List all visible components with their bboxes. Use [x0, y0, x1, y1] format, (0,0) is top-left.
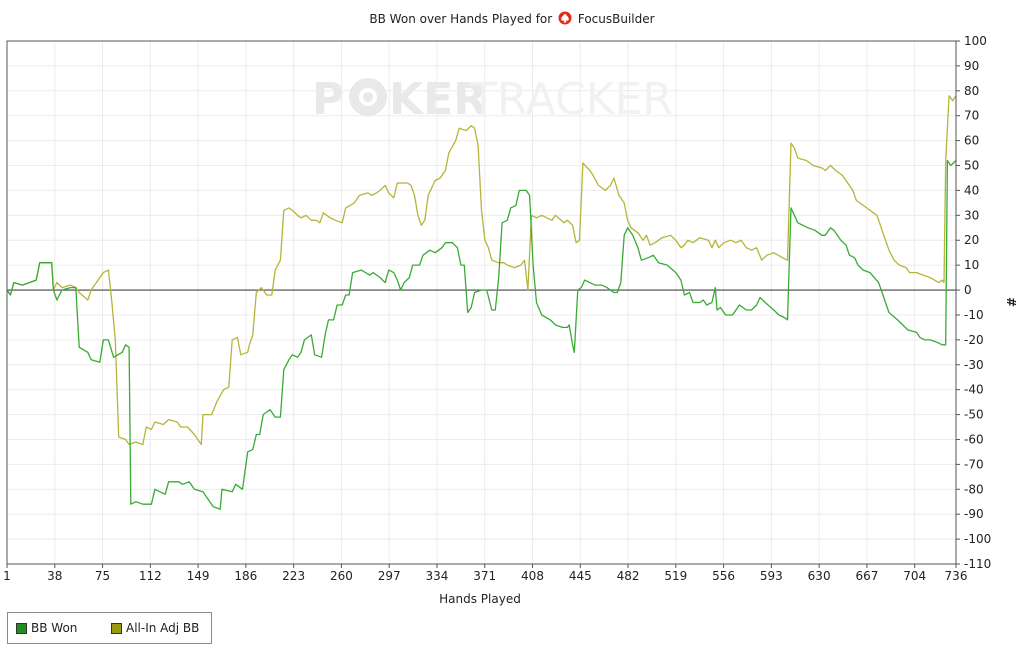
- x-tick-label: 297: [378, 569, 401, 583]
- x-tick-label: 704: [903, 569, 926, 583]
- watermark-p: P: [312, 74, 344, 125]
- legend-swatch-all-in-adj-bb: [111, 622, 122, 634]
- watermark-tracker: TRACKER: [469, 74, 673, 125]
- legend-label-bb-won: BB Won: [31, 621, 78, 635]
- y-tick-label: 60: [964, 134, 979, 148]
- series-lines: [6, 95, 957, 510]
- series-line-all-in-adj-bb: [6, 95, 957, 446]
- y-tick-label: 70: [964, 109, 979, 123]
- y-tick-label: 80: [964, 84, 979, 98]
- series-line-bb-won: [6, 159, 957, 510]
- x-tick-label: 667: [855, 569, 878, 583]
- y-tick-label: -40: [964, 383, 984, 397]
- y-tick-label: 40: [964, 183, 979, 197]
- y-tick-label: -30: [964, 358, 984, 372]
- x-tick-label: 223: [282, 569, 305, 583]
- x-tick-label: 736: [945, 569, 968, 583]
- y-tick-label: 100: [964, 34, 987, 48]
- x-tick-label: 519: [664, 569, 687, 583]
- x-tick-label: 149: [187, 569, 210, 583]
- x-tick-label: 408: [521, 569, 544, 583]
- x-tick-label: 260: [330, 569, 353, 583]
- legend-item-all-in-adj-bb[interactable]: All-In Adj BB: [111, 621, 199, 635]
- axes: 1009080706050403020100-10-20-30-40-50-60…: [3, 34, 991, 583]
- player-name: FocusBuilder: [577, 12, 655, 26]
- legend: BB Won All-In Adj BB: [7, 612, 212, 644]
- x-tick-label: 556: [712, 569, 735, 583]
- x-tick-label: 38: [47, 569, 62, 583]
- y-tick-label: 50: [964, 159, 979, 173]
- legend-swatch-bb-won: [16, 622, 27, 634]
- x-tick-label: 593: [760, 569, 783, 583]
- x-tick-label: 334: [426, 569, 449, 583]
- pokerstars-spade-icon: [558, 11, 572, 29]
- y-tick-label: -100: [964, 532, 991, 546]
- x-tick-label: 630: [808, 569, 831, 583]
- pokertracker-watermark: P KER TRACKER: [312, 74, 673, 125]
- y-tick-label: -60: [964, 432, 984, 446]
- y-tick-label: 20: [964, 233, 979, 247]
- y-tick-label: -50: [964, 408, 984, 422]
- x-tick-label: 112: [139, 569, 162, 583]
- x-tick-label: 482: [617, 569, 640, 583]
- x-tick-label: 1: [3, 569, 11, 583]
- y-tick-label: 0: [964, 283, 972, 297]
- y-axis-label: #: [1004, 297, 1018, 307]
- y-tick-label: -10: [964, 308, 984, 322]
- y-tick-label: 30: [964, 208, 979, 222]
- y-tick-label: -80: [964, 482, 984, 496]
- legend-item-bb-won[interactable]: BB Won: [16, 621, 77, 635]
- chart-title-text: BB Won over Hands Played for: [369, 12, 553, 26]
- plot-border: [6, 40, 957, 565]
- grid: [6, 40, 957, 565]
- chart-title: BB Won over Hands Played for FocusBuilde…: [0, 11, 1024, 29]
- x-axis-label: Hands Played: [439, 592, 521, 606]
- x-tick-label: 445: [569, 569, 592, 583]
- y-tick-label: -70: [964, 457, 984, 471]
- y-tick-label: -20: [964, 333, 984, 347]
- y-tick-label: 90: [964, 59, 979, 73]
- x-tick-label: 186: [234, 569, 257, 583]
- watermark-ker: KER: [389, 74, 487, 125]
- y-tick-label: -110: [964, 557, 991, 571]
- legend-label-all-in-adj-bb: All-In Adj BB: [126, 621, 200, 635]
- y-tick-label: -90: [964, 507, 984, 521]
- y-tick-label: 10: [964, 258, 979, 272]
- poker-chip-icon: [349, 78, 387, 116]
- x-tick-label: 371: [473, 569, 496, 583]
- x-tick-label: 75: [95, 569, 110, 583]
